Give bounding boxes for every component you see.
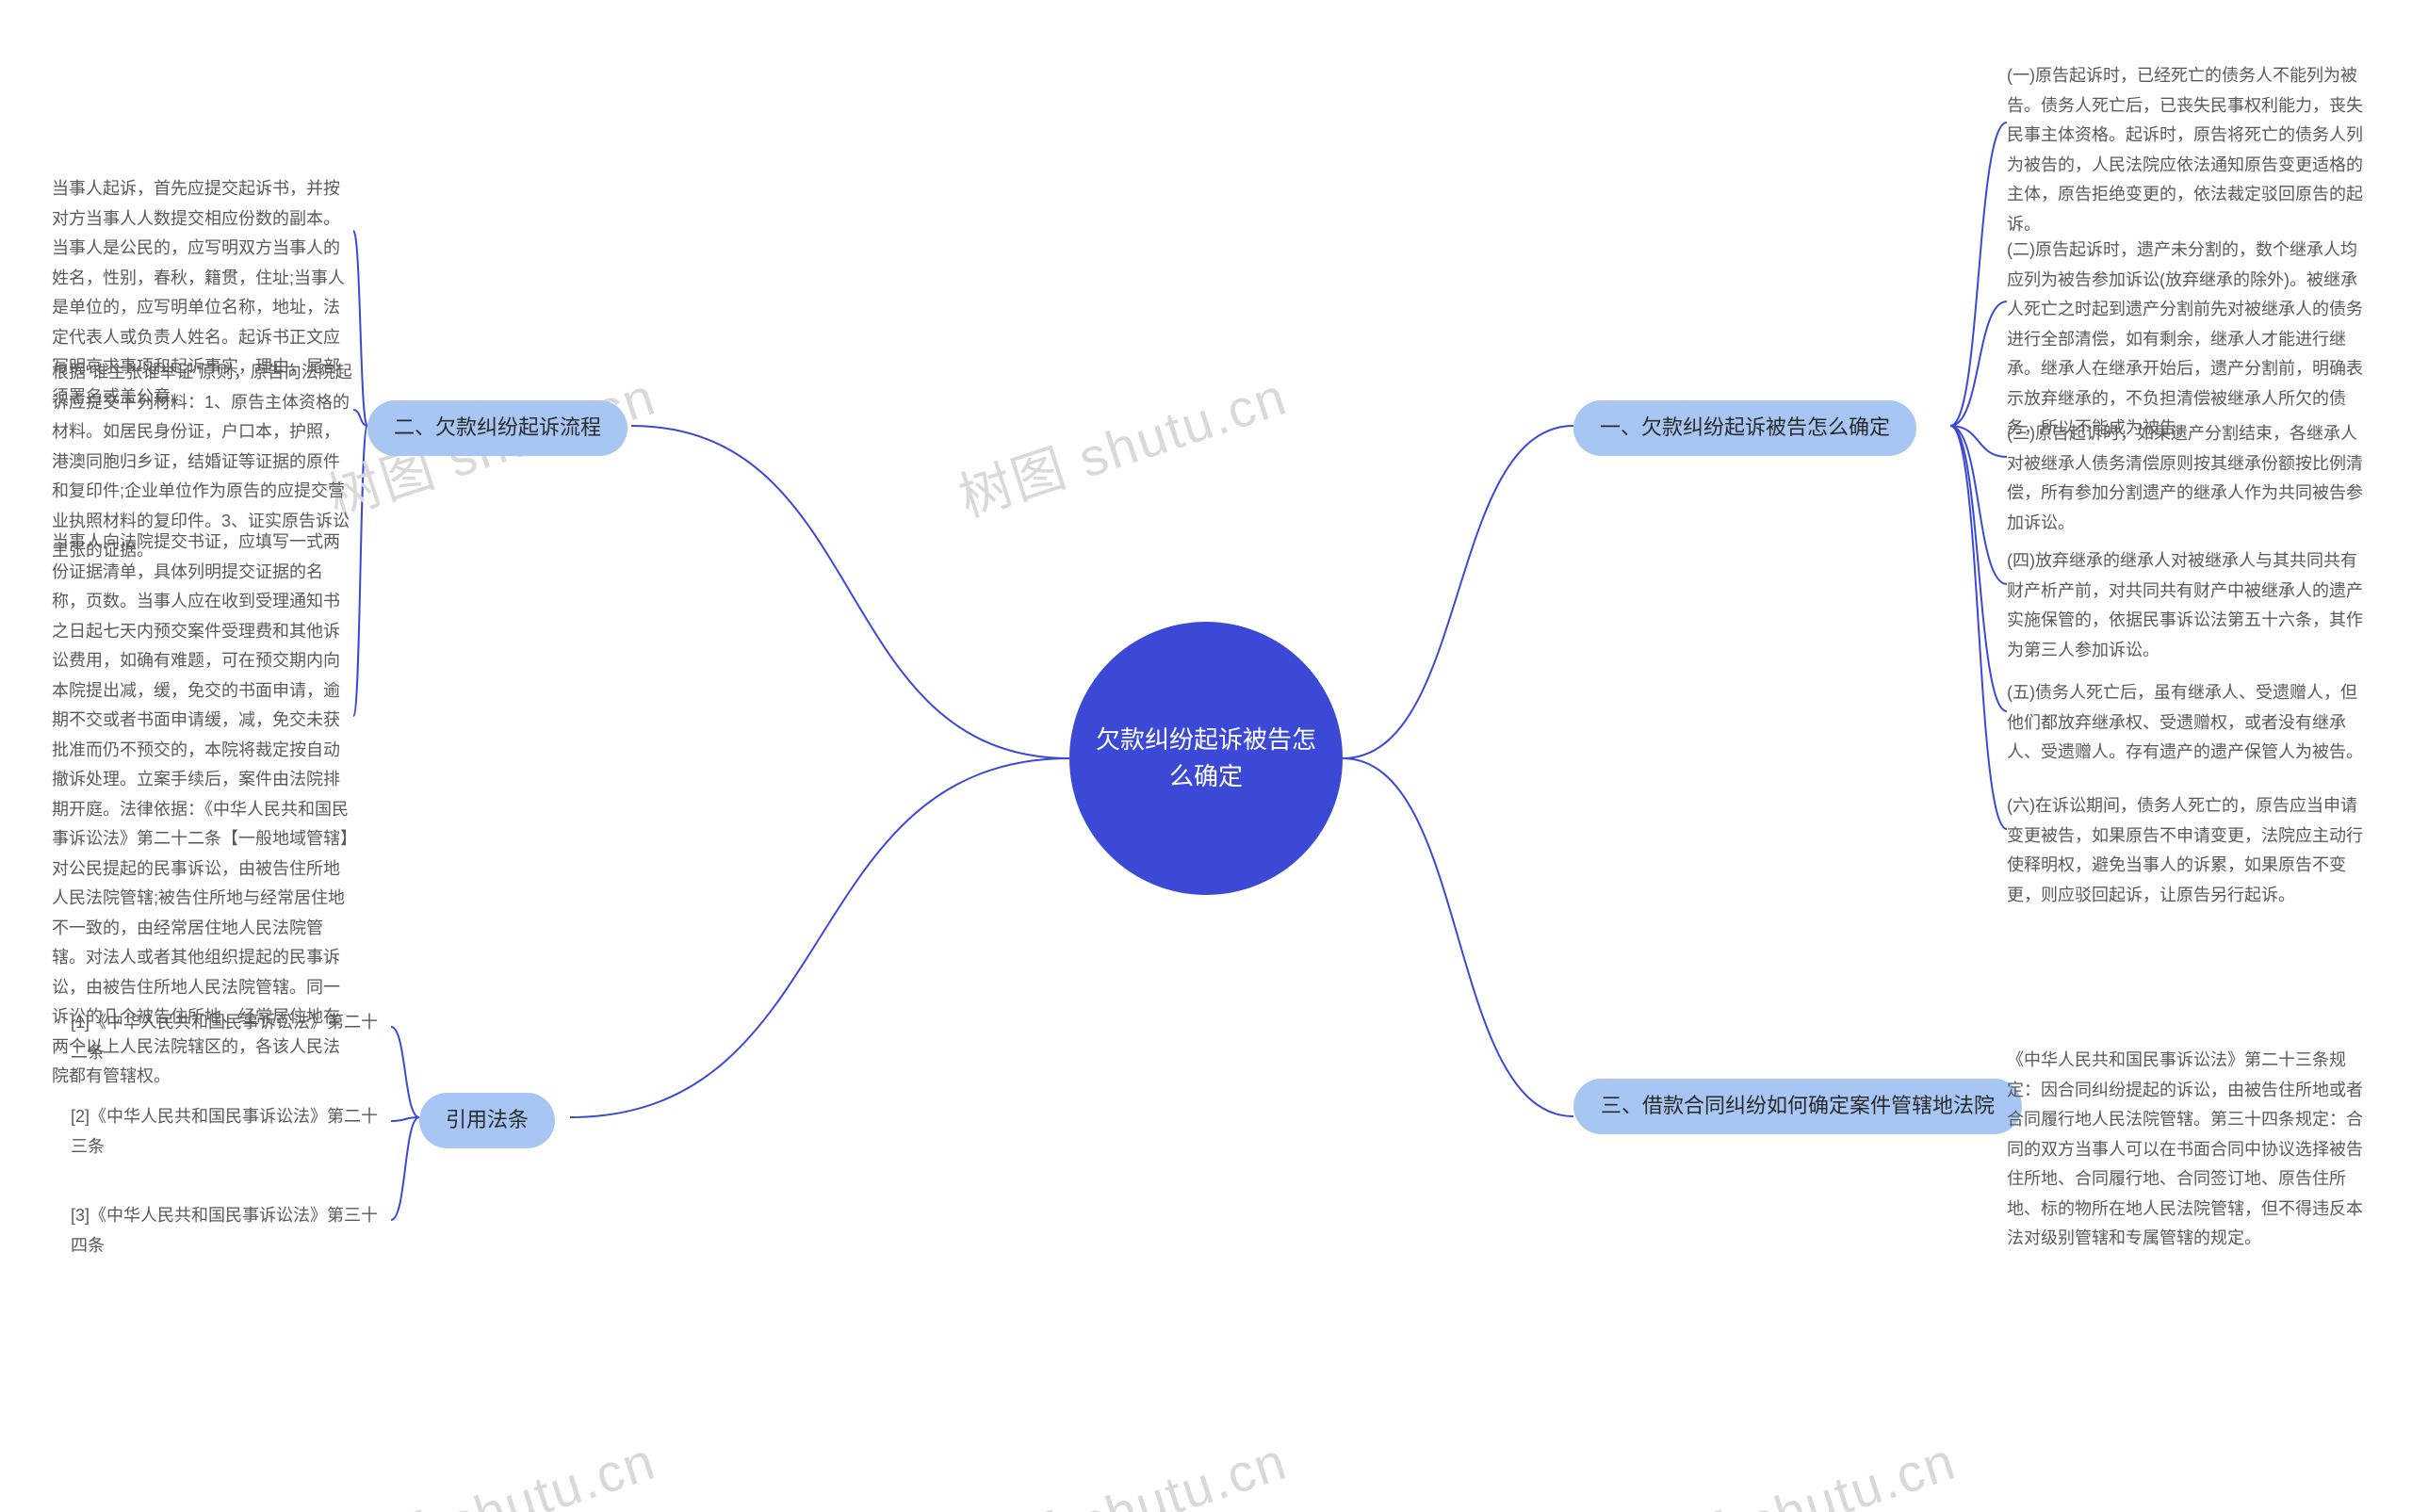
leaf-node: (一)原告起诉时，已经死亡的债务人不能列为被告。债务人死亡后，已丧失民事权利能力…	[2007, 61, 2365, 239]
watermark: 树图 shutu.cn	[948, 1419, 1296, 1512]
leaf-node: 《中华人民共和国民事诉讼法》第二十三条规定：因合同纠纷提起的诉讼，由被告住所地或…	[2007, 1046, 2365, 1254]
leaf-node: (五)债务人死亡后，虽有继承人、受遗赠人，但他们都放弃继承权、受遗赠权，或者没有…	[2007, 678, 2365, 768]
branch-node[interactable]: 二、欠款纠纷起诉流程	[367, 400, 627, 456]
leaf-node: (三)原告起诉时，如果遗产分割结束，各继承人对被继承人债务清偿原则按其继承份额按…	[2007, 419, 2365, 538]
branch-node[interactable]: 一、欠款纠纷起诉被告怎么确定	[1573, 400, 1916, 456]
leaf-node: [3]《中华人民共和国民事诉讼法》第三十四条	[71, 1201, 391, 1260]
leaf-node: (四)放弃继承的继承人对被继承人与其共同共有财产析产前，对共同共有财产中被继承人…	[2007, 546, 2365, 665]
mindmap-canvas: 欠款纠纷起诉被告怎么确定 树图 shutu.cn 树图 shutu.cn 树图 sh…	[0, 0, 2412, 1512]
leaf-node: 当事人向法院提交书证，应填写一式两份证据清单，具体列明提交证据的名称，页数。当事…	[52, 528, 353, 1092]
leaf-node: (二)原告起诉时，遗产未分割的，数个继承人均应列为被告参加诉讼(放弃继承的除外)…	[2007, 236, 2365, 444]
watermark: 树图 shutu.cn	[948, 354, 1296, 532]
leaf-node: [1]《中华人民共和国民事诉讼法》第二十二条	[71, 1008, 391, 1067]
watermark: 树图 shutu.cn	[317, 1419, 664, 1512]
watermark: 树图 shutu.cn	[1617, 1419, 1964, 1512]
leaf-node: (六)在诉讼期间，债务人死亡的，原告应当申请变更被告，如果原告不申请变更，法院应…	[2007, 791, 2365, 910]
branch-node[interactable]: 引用法条	[419, 1093, 555, 1148]
center-node[interactable]: 欠款纠纷起诉被告怎么确定	[1069, 622, 1343, 895]
branch-node[interactable]: 三、借款合同纠纷如何确定案件管辖地法院	[1573, 1079, 2022, 1134]
leaf-node: [2]《中华人民共和国民事诉讼法》第二十三条	[71, 1102, 391, 1162]
